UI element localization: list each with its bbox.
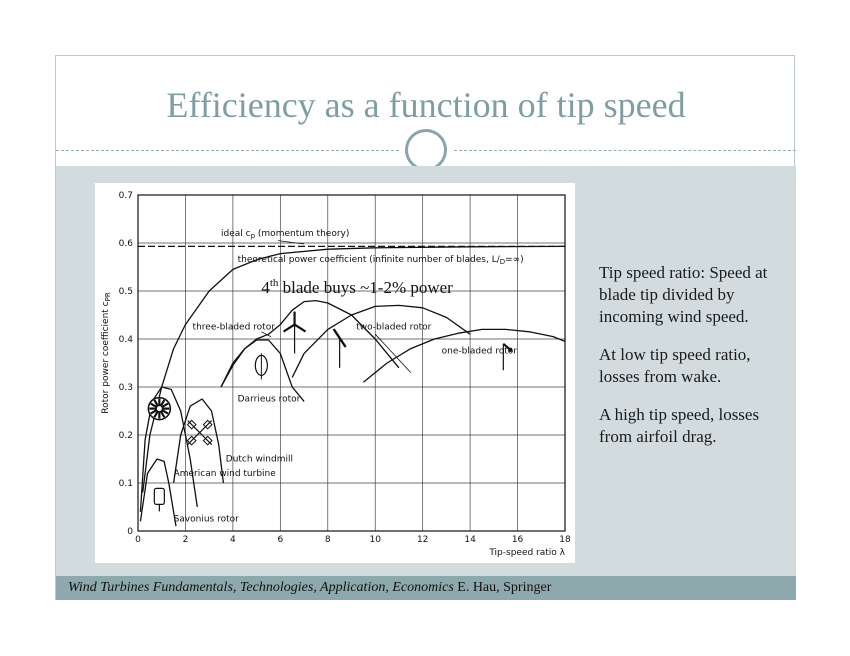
series-line-three-bladed <box>220 299 400 388</box>
curve-label: theoretical power coefficient (infinite … <box>238 255 524 266</box>
side-text-tip-speed-ratio: Tip speed ratio: Speed at blade tip divi… <box>599 263 768 326</box>
series-line-dutch <box>172 398 225 484</box>
series-line-two-bladed <box>291 304 471 378</box>
power-coefficient-chart: 0 2 4 6 8 10 12 14 16 18 0 0.1 0.2 0.3 0.4 0.5 0.6 0.7 Tip… <box>101 191 571 558</box>
series-line-american <box>139 386 198 512</box>
savonius-rotor-icon <box>153 487 165 505</box>
three-bladed-blade-icon <box>282 323 296 333</box>
one-bladed-blade-icon <box>502 343 510 350</box>
american-turbine-hub-icon <box>155 405 163 413</box>
three-bladed-blade-icon <box>293 323 307 333</box>
one-bladed-counterweight-icon <box>508 347 513 352</box>
curve-label: three-bladed rotor <box>193 322 276 332</box>
slide: Efficiency as a function of tip speed 0 2… <box>55 55 796 600</box>
series-line-savonius <box>139 458 177 527</box>
y-tick-label: 0.5 <box>119 287 133 297</box>
curve-label: Savonius rotor <box>174 514 240 524</box>
y-tick-label: 0.1 <box>119 479 133 489</box>
three-bladed-leader <box>261 331 272 337</box>
x-axis-label: Tip-speed ratio λ <box>488 548 565 558</box>
y-tick-label: 0.3 <box>119 383 133 393</box>
y-axis-label-subscript: PR <box>104 292 112 301</box>
curve-label: American wind turbine <box>174 469 277 479</box>
curve-label: ideal cp (momentum theory) <box>221 229 349 240</box>
plot-frame <box>137 194 566 532</box>
curve-label: Dutch windmill <box>226 454 293 464</box>
series-line-darrieus <box>220 339 305 402</box>
title-rule-left <box>56 150 414 151</box>
dutch-windmill-arm-icon <box>187 420 213 446</box>
y-tick-label: 0 <box>127 527 133 537</box>
x-tick-label: 12 <box>417 535 428 545</box>
curve-label: Darrieus rotor <box>238 394 301 404</box>
y-axis-label: Rotor power coefficient cPR <box>101 292 112 414</box>
citation-author: E. Hau, Springer <box>453 580 552 595</box>
chart-figure: 0 2 4 6 8 10 12 14 16 18 0 0.1 0.2 0.3 0.4 0.5 0.6 0.7 Tip… <box>95 183 575 563</box>
title-circle-ornament <box>405 129 447 171</box>
side-text-low-tip-speed: At low tip speed ratio, losses from wake… <box>599 345 751 386</box>
side-text-high-tip-speed: A high tip speed, losses from airfoil dr… <box>599 405 760 446</box>
fourth-blade-annotation: 4th blade buys ~1-2% power <box>261 277 453 297</box>
y-tick-label: 0.4 <box>119 335 134 345</box>
y-tick-label: 0.2 <box>119 431 133 441</box>
x-tick-label: 4 <box>230 535 236 545</box>
x-tick-label: 0 <box>135 535 141 545</box>
y-tick-label: 0.7 <box>119 191 133 201</box>
slide-title: Efficiency as a function of tip speed <box>166 85 686 125</box>
citation-footer: Wind Turbines Fundamentals, Technologies… <box>56 576 796 600</box>
title-rule-right <box>454 150 796 151</box>
x-tick-label: 6 <box>277 535 283 545</box>
x-tick-label: 10 <box>369 535 381 545</box>
x-tick-label: 14 <box>464 535 476 545</box>
ideal-label-leader <box>277 240 305 245</box>
citation-title: Wind Turbines Fundamentals, Technologies… <box>68 580 454 595</box>
two-bladed-leader <box>374 333 412 373</box>
side-text: Tip speed ratio: Speed at blade tip divi… <box>599 262 784 464</box>
x-tick-label: 16 <box>512 535 524 545</box>
x-tick-label: 2 <box>183 535 189 545</box>
y-tick-label: 0.6 <box>119 239 134 249</box>
content-panel: 0 2 4 6 8 10 12 14 16 18 0 0.1 0.2 0.3 0.4 0.5 0.6 0.7 Tip… <box>56 166 796 576</box>
series-line-one-bladed <box>362 328 566 383</box>
x-tick-label: 18 <box>559 535 571 545</box>
x-tick-label: 8 <box>325 535 331 545</box>
curve-label: one-bladed rotor <box>442 346 518 356</box>
two-bladed-blade-icon <box>332 328 347 348</box>
curve-label: two-bladed rotor <box>356 322 431 332</box>
